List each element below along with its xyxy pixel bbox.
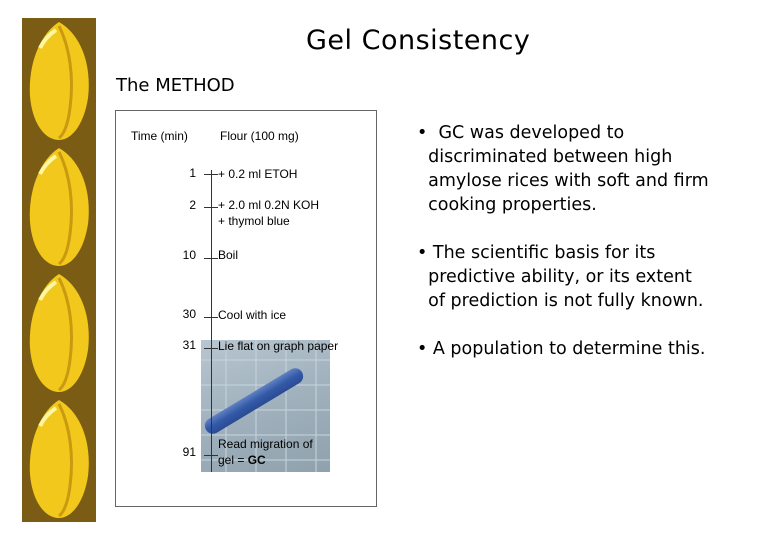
step-text: Cool with ice [218, 308, 287, 322]
step-text: + 0.2 ml ETOH [218, 167, 298, 181]
step-text: + 2.0 ml 0.2N KOH + thymol blue [218, 198, 320, 228]
rice-grain-image [22, 396, 96, 522]
time-value: 91 [182, 445, 196, 459]
time-value: 2 [189, 198, 196, 212]
rice-grain-image [22, 144, 96, 270]
time-value: 10 [182, 248, 196, 262]
time-header: Time (min) [131, 129, 188, 143]
gc-label: GC [247, 453, 266, 467]
slide-subtitle: The METHOD [116, 75, 235, 96]
rice-grain-image [22, 270, 96, 396]
time-value: 1 [189, 166, 196, 180]
step-text: Boil [218, 248, 239, 262]
step-text: Lie flat on graph paper [218, 339, 339, 353]
timeline-tick [204, 348, 218, 349]
time-value: 31 [182, 338, 196, 352]
timeline-tick [204, 317, 218, 318]
rice-grain-image [22, 18, 96, 144]
timeline-tick [204, 455, 218, 456]
slide-title: Gel Consistency [306, 25, 531, 56]
timeline-tick [204, 258, 218, 259]
bullet-item: • The scientific basis for its predictiv… [417, 243, 704, 311]
rice-grain-strip [22, 18, 96, 522]
step-header: Flour (100 mg) [220, 129, 299, 143]
method-box [115, 110, 377, 507]
time-value: 30 [182, 307, 196, 321]
bullet-item: • A population to determine this. [417, 339, 706, 359]
bullet-item: • GC was developed to discriminated betw… [417, 123, 709, 215]
timeline-line [211, 170, 212, 472]
step-text: Read migration of gel = GC [218, 437, 313, 467]
timeline-tick [204, 207, 218, 208]
timeline-tick [204, 174, 218, 175]
